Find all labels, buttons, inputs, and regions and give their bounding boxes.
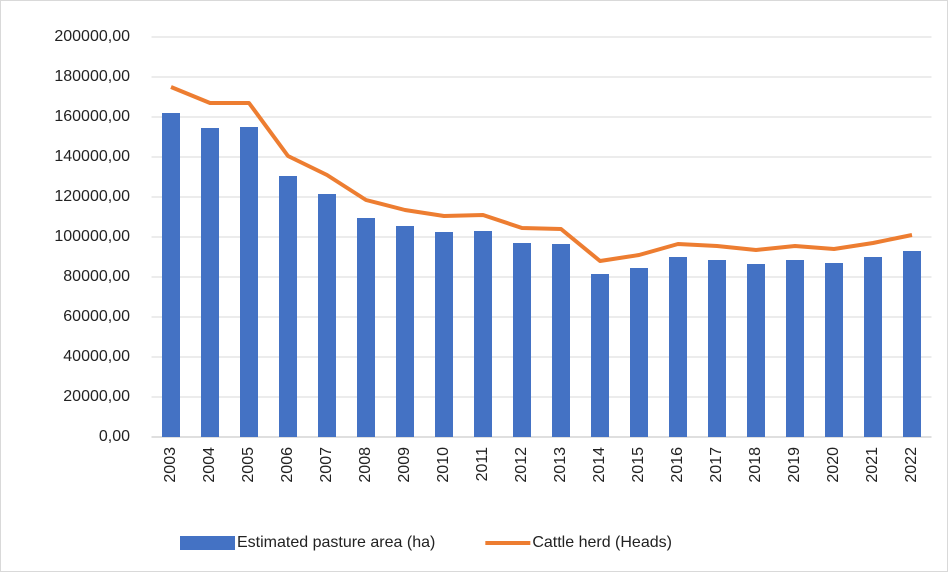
y-tick-label: 100000,00 bbox=[54, 228, 130, 245]
x-tick-label: 2011 bbox=[474, 447, 491, 482]
legend-swatch bbox=[180, 536, 235, 550]
bar bbox=[630, 268, 648, 437]
y-tick-label: 120000,00 bbox=[54, 188, 130, 205]
x-tick-label: 2005 bbox=[240, 447, 257, 483]
x-tick-label: 2016 bbox=[669, 447, 686, 483]
bar bbox=[669, 257, 687, 437]
bar bbox=[591, 274, 609, 437]
y-tick-label: 140000,00 bbox=[54, 148, 130, 165]
bar bbox=[201, 128, 219, 437]
y-tick-label: 80000,00 bbox=[63, 268, 130, 285]
bar bbox=[513, 243, 531, 437]
bar bbox=[396, 226, 414, 437]
y-tick-label: 40000,00 bbox=[63, 348, 130, 365]
bar bbox=[786, 260, 804, 437]
x-tick-label: 2003 bbox=[162, 447, 179, 483]
x-tick-label: 2007 bbox=[318, 447, 335, 483]
y-tick-label: 60000,00 bbox=[63, 308, 130, 325]
bar bbox=[825, 263, 843, 437]
x-tick-label: 2018 bbox=[747, 447, 764, 483]
bar bbox=[318, 194, 336, 437]
bar bbox=[903, 251, 921, 437]
bar bbox=[708, 260, 726, 437]
x-tick-label: 2008 bbox=[357, 447, 374, 483]
bar bbox=[747, 264, 765, 437]
x-tick-label: 2021 bbox=[864, 447, 881, 483]
x-tick-label: 2020 bbox=[825, 447, 842, 483]
y-tick-label: 0,00 bbox=[99, 428, 130, 445]
x-tick-label: 2009 bbox=[396, 447, 413, 483]
x-tick-label: 2004 bbox=[201, 447, 218, 483]
bar bbox=[435, 232, 453, 437]
x-tick-label: 2014 bbox=[591, 447, 608, 483]
y-tick-label: 200000,00 bbox=[54, 28, 130, 45]
legend-label: Estimated pasture area (ha) bbox=[237, 534, 435, 551]
y-tick-label: 160000,00 bbox=[54, 108, 130, 125]
x-tick-label: 2017 bbox=[708, 447, 725, 483]
line bbox=[170, 85, 913, 263]
y-tick-label: 20000,00 bbox=[63, 388, 130, 405]
bar bbox=[279, 176, 297, 437]
bar bbox=[162, 113, 180, 437]
bar bbox=[357, 218, 375, 437]
bar bbox=[474, 231, 492, 437]
legend-label: Cattle herd (Heads) bbox=[532, 534, 672, 551]
y-tick-label: 180000,00 bbox=[54, 68, 130, 85]
x-tick-label: 2013 bbox=[552, 447, 569, 483]
x-tick-label: 2022 bbox=[903, 447, 920, 483]
bar bbox=[552, 244, 570, 437]
bar bbox=[864, 257, 882, 437]
x-tick-label: 2012 bbox=[513, 447, 530, 483]
x-tick-label: 2010 bbox=[435, 447, 452, 483]
bar bbox=[240, 127, 258, 437]
x-tick-label: 2015 bbox=[630, 447, 647, 483]
x-tick-label: 2006 bbox=[279, 447, 296, 483]
x-tick-label: 2019 bbox=[786, 447, 803, 483]
